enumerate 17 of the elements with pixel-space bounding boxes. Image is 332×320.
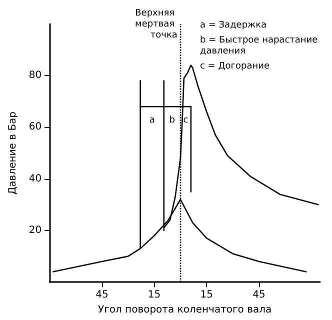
annotation: c bbox=[183, 116, 188, 126]
x-tick-label: 15 bbox=[200, 290, 213, 301]
y-tick-label: 20 bbox=[28, 224, 42, 236]
y-tick-label: 60 bbox=[28, 122, 42, 133]
x-axis-title: Угол поворота коленчатого вала bbox=[98, 304, 272, 316]
x-tick-label: 45 bbox=[252, 290, 266, 301]
x-tick-label: 45 bbox=[96, 290, 108, 301]
annotation: b = Быстрое нарастание давления bbox=[200, 36, 318, 56]
annotation: c = Догорание bbox=[200, 62, 270, 72]
annotation: b bbox=[169, 116, 176, 126]
y-tick-label: 40 bbox=[28, 173, 42, 184]
x-tick-label: 15 bbox=[148, 290, 161, 301]
annotation: a bbox=[149, 116, 155, 126]
ref-line-label: Верхняя мертвая точка bbox=[135, 8, 178, 40]
y-axis-title: Давление в Бар bbox=[8, 111, 18, 195]
annotation: a = Задержка bbox=[200, 20, 267, 30]
y-tick-label: 80 bbox=[28, 70, 42, 82]
